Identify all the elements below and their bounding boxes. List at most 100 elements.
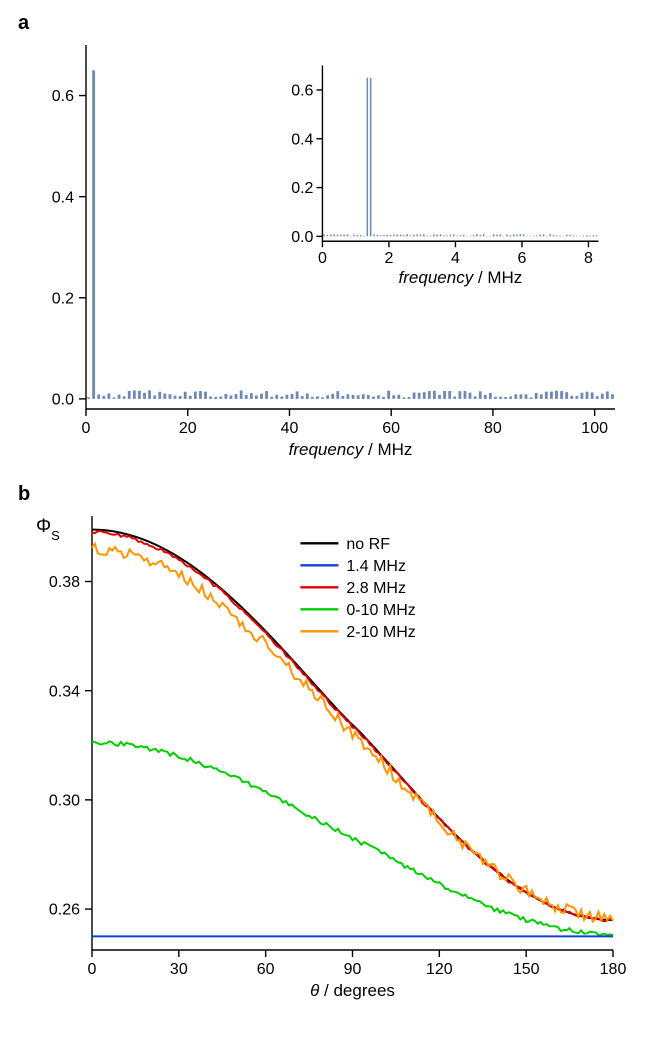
bar [540,394,543,398]
bar [586,392,589,399]
panel-a-chart: 0.00.20.40.6020406080100frequency / MHz0… [12,35,646,465]
svg-text:θ / degrees: θ / degrees [310,981,395,1000]
bar [494,397,497,399]
svg-text:0.0: 0.0 [52,391,74,408]
bar [280,396,283,398]
bar [453,396,456,398]
inset-bar [516,234,517,236]
bar [224,394,227,399]
bar [530,397,533,399]
bar [601,394,604,399]
bar [458,391,461,399]
inset-bar [559,236,560,237]
svg-text:frequency / MHz: frequency / MHz [289,440,413,459]
bar [138,391,141,399]
inset-bar [453,234,454,236]
inset-bar [596,235,597,236]
bar [143,393,146,399]
bar [479,391,482,399]
svg-text:90: 90 [344,961,362,978]
inset-bar [330,234,331,236]
inset-bar [377,235,378,237]
bar [275,395,278,399]
inset-bar [539,235,540,237]
svg-text:0.34: 0.34 [49,683,80,700]
bar [606,391,609,398]
bar [397,395,400,399]
bar [321,397,324,399]
bar [270,397,273,399]
inset-bar [353,235,354,237]
inset-bar [593,235,594,236]
inset-bar [476,234,477,236]
inset-bar [363,236,364,237]
inset-bar [533,236,534,237]
svg-text:0.0: 0.0 [291,229,313,246]
inset-bar [440,234,441,236]
inset-bar [549,234,550,236]
inset-bar [410,235,411,236]
inset-bar [589,236,590,237]
bar [316,396,319,399]
inset-bar [543,234,544,236]
bar [260,394,263,399]
inset-bar [513,234,514,236]
svg-text:frequency / MHz: frequency / MHz [399,268,523,287]
bar [392,395,395,399]
bar [163,394,166,399]
svg-text:0.2: 0.2 [52,290,74,307]
svg-text:150: 150 [513,961,540,978]
bar [107,393,110,398]
inset-bar [357,235,358,236]
bar [102,396,105,399]
bar [611,394,614,399]
svg-text:60: 60 [257,961,275,978]
inset-bar [480,235,481,236]
inset-bar [433,235,434,237]
legend-label: 2.8 MHz [346,580,406,597]
inset-bar [456,236,457,237]
bar [87,397,90,399]
svg-text:60: 60 [382,420,400,437]
inset-bar [340,235,341,237]
bar [408,397,411,399]
bar [291,394,294,399]
panel-b-chart: 0.260.300.340.380306090120150180θ / degr… [12,506,646,1006]
legend-label: 0-10 MHz [346,602,415,619]
bar [474,396,477,399]
bar [240,390,243,398]
inset-bar [463,235,464,237]
bar [565,392,568,399]
svg-text:100: 100 [581,420,608,437]
bar [560,391,563,399]
bar [504,397,507,399]
series-2-10-MHz [92,544,613,922]
bar [428,391,431,399]
bar [123,396,126,399]
inset-bar [586,235,587,236]
inset-bar [327,235,328,237]
bar [357,395,360,399]
legend-label: 2-10 MHz [346,624,415,641]
inset-bar [323,234,324,236]
inset-bar [423,234,424,236]
bar [174,396,177,399]
svg-text:30: 30 [170,961,188,978]
bar [341,396,344,399]
inset-bar [413,235,414,237]
bar [250,393,253,399]
bar [372,397,375,399]
inset-bar [500,234,501,236]
bar [499,397,502,399]
bar [484,395,487,399]
bar [194,392,197,399]
inset-bar [473,235,474,236]
svg-text:0: 0 [88,961,97,978]
bar [235,394,238,399]
bar [377,395,380,399]
svg-text:0.4: 0.4 [291,131,313,148]
panel-b-label: b [18,483,646,506]
bar [199,391,202,399]
bar [133,390,136,399]
inset-bar [430,235,431,236]
